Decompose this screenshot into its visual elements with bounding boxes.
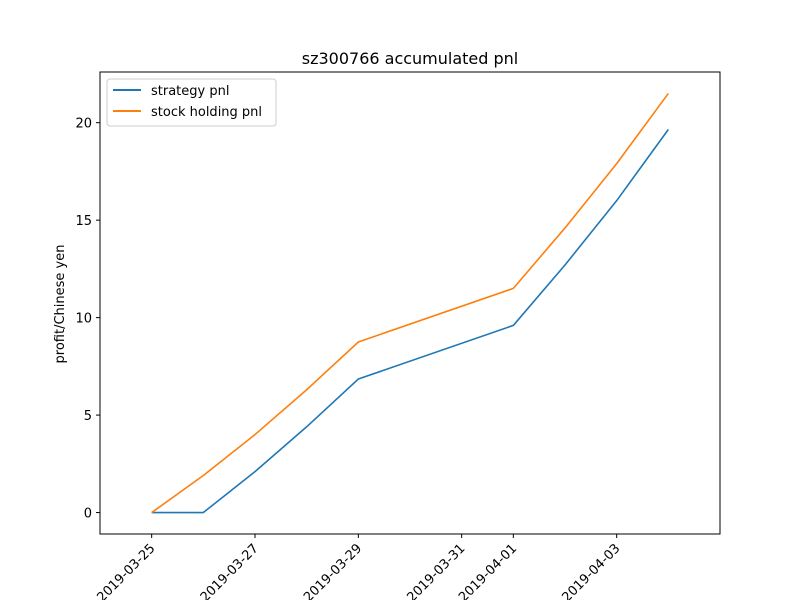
legend: strategy pnl stock holding pnl (106, 78, 277, 127)
axis-ticks: 0 5 10 15 20 2019-03-25 2019-03-27 2019-03-29 20… (75, 117, 623, 600)
chart-title: sz300766 accumulated pnl (302, 49, 519, 68)
plot-frame (99, 71, 721, 535)
legend-box (106, 78, 277, 127)
series-lines (151, 92, 669, 514)
y-tick-label: 10 (75, 312, 92, 327)
series-line-strategy-pnl (151, 129, 669, 514)
x-tick-label: 2019-04-03 (559, 541, 623, 600)
x-tick-label: 2019-03-29 (301, 541, 365, 600)
legend-label-stock-holding: stock holding pnl (151, 105, 262, 120)
y-tick-label: 20 (75, 117, 92, 132)
y-tick-label: 15 (75, 214, 92, 229)
legend-label-strategy: strategy pnl (151, 84, 229, 99)
x-tick-label: 2019-03-25 (94, 541, 158, 600)
series-line-stock-holding-pnl (151, 92, 669, 514)
y-tick-label: 0 (84, 507, 92, 522)
x-tick-label: 2019-03-27 (198, 541, 262, 600)
y-axis-label: profit/Chinese yen (53, 245, 68, 364)
y-tick-label: 5 (84, 409, 92, 424)
